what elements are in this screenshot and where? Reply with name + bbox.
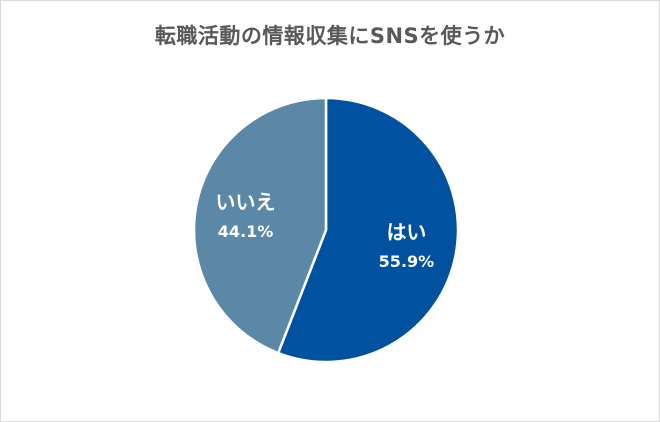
pie-slice-1 xyxy=(192,96,328,355)
slice-value-1: 44.1% xyxy=(218,222,274,241)
pie-slice-0 xyxy=(276,96,460,364)
slice-value-0: 55.9% xyxy=(379,252,435,271)
slice-label-0: はい xyxy=(386,220,426,244)
chart-title: 転職活動の情報収集にSNSを使うか xyxy=(154,24,506,48)
slice-label-1: いいえ xyxy=(216,190,276,214)
